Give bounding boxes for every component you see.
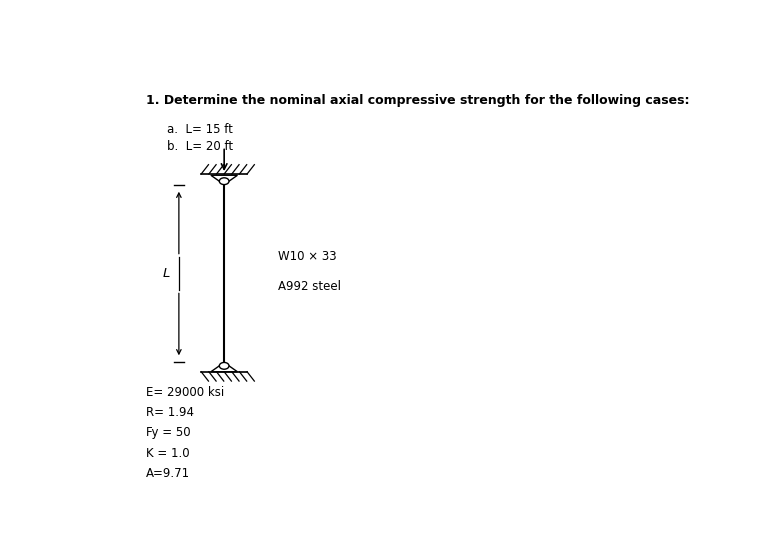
Text: A992 steel: A992 steel (279, 280, 341, 293)
Circle shape (220, 178, 229, 185)
Text: E= 29000 ksi: E= 29000 ksi (146, 386, 224, 399)
Text: b.  L= 20 ft: b. L= 20 ft (167, 140, 233, 153)
Polygon shape (211, 362, 238, 372)
Circle shape (220, 362, 229, 369)
Text: R= 1.94: R= 1.94 (146, 406, 194, 419)
Text: A=9.71: A=9.71 (146, 467, 190, 480)
Text: W10 × 33: W10 × 33 (279, 250, 337, 263)
Text: K = 1.0: K = 1.0 (146, 447, 189, 460)
Polygon shape (211, 175, 238, 185)
Text: 1. Determine the nominal axial compressive strength for the following cases:: 1. Determine the nominal axial compressi… (146, 94, 689, 107)
Text: a.  L= 15 ft: a. L= 15 ft (167, 123, 233, 136)
Text: Fy = 50: Fy = 50 (146, 426, 190, 439)
Text: L: L (163, 267, 171, 280)
